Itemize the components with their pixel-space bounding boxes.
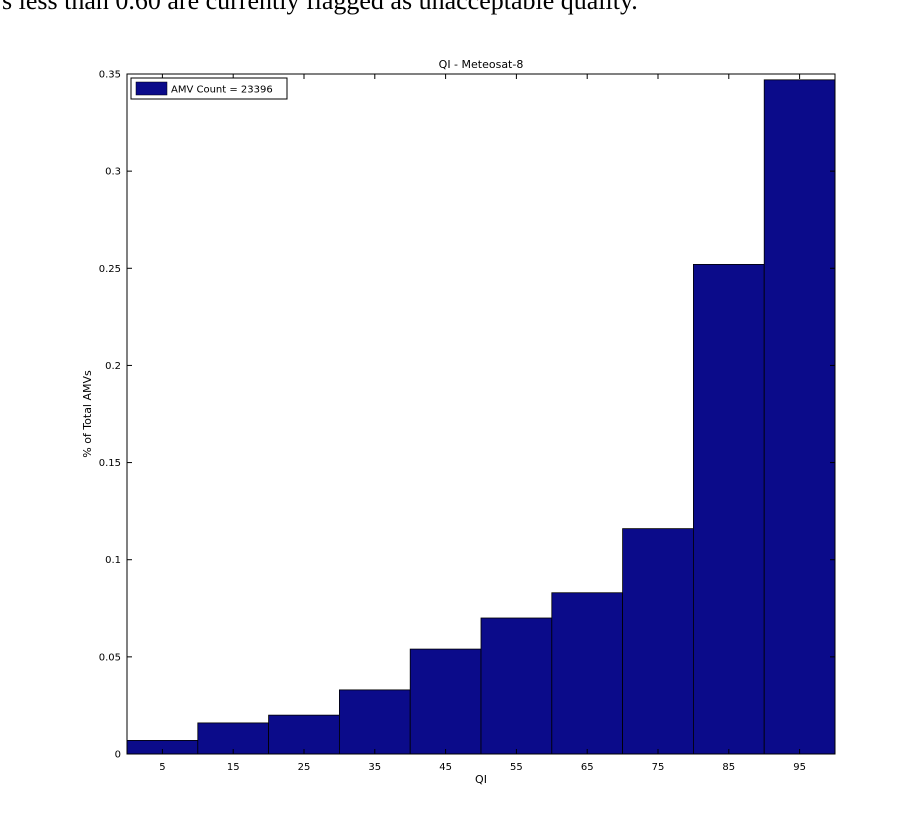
- x-tick-label: 65: [581, 762, 594, 773]
- chart-title: QI - Meteosat-8: [439, 58, 524, 71]
- y-tick-label: 0.35: [99, 70, 121, 81]
- bar-45: [409, 648, 482, 755]
- y-tick-label: 0.05: [99, 652, 121, 663]
- y-tick-label: 0.25: [99, 264, 121, 275]
- y-tick-label: 0: [115, 750, 121, 761]
- x-tick-label: 95: [793, 762, 806, 773]
- legend-box: [130, 77, 288, 100]
- y-axis-label: % of Total AMVs: [81, 370, 94, 458]
- x-tick-label: 5: [159, 762, 165, 773]
- y-tick-label: 0.3: [105, 167, 121, 178]
- bar-15: [197, 722, 270, 755]
- bar-group: [126, 79, 836, 755]
- y-tick-label: 0.2: [105, 361, 121, 372]
- legend-swatch: [135, 81, 168, 96]
- x-tick-label: 75: [652, 762, 665, 773]
- x-axis-ticks: 5 15 25 35 45 55 65 75 85 95: [159, 74, 806, 773]
- bar-95: [763, 79, 836, 755]
- legend: AMV Count = 23396: [130, 77, 288, 100]
- bar-65: [551, 592, 623, 755]
- page-caption: s less than 0.60 are currently flagged a…: [2, 0, 638, 15]
- y-tick-label: 0.1: [105, 555, 121, 566]
- x-axis-label: QI: [475, 773, 487, 786]
- y-axis-ticks: 0 0.05 0.1 0.15 0.2 0.25 0.3 0.35: [99, 70, 835, 761]
- y-tick-label: 0.15: [99, 458, 121, 469]
- bar-25: [268, 714, 340, 755]
- legend-label: AMV Count = 23396: [171, 85, 273, 96]
- bar-55: [480, 617, 553, 755]
- plot-frame: [126, 73, 836, 755]
- x-tick-label: 45: [439, 762, 452, 773]
- x-tick-label: 35: [368, 762, 381, 773]
- x-tick-label: 55: [510, 762, 523, 773]
- bar-35: [338, 689, 411, 755]
- x-tick-label: 15: [227, 762, 240, 773]
- bar-85: [693, 263, 765, 755]
- x-tick-label: 85: [722, 762, 735, 773]
- bar-75: [622, 528, 694, 755]
- x-tick-label: 25: [298, 762, 311, 773]
